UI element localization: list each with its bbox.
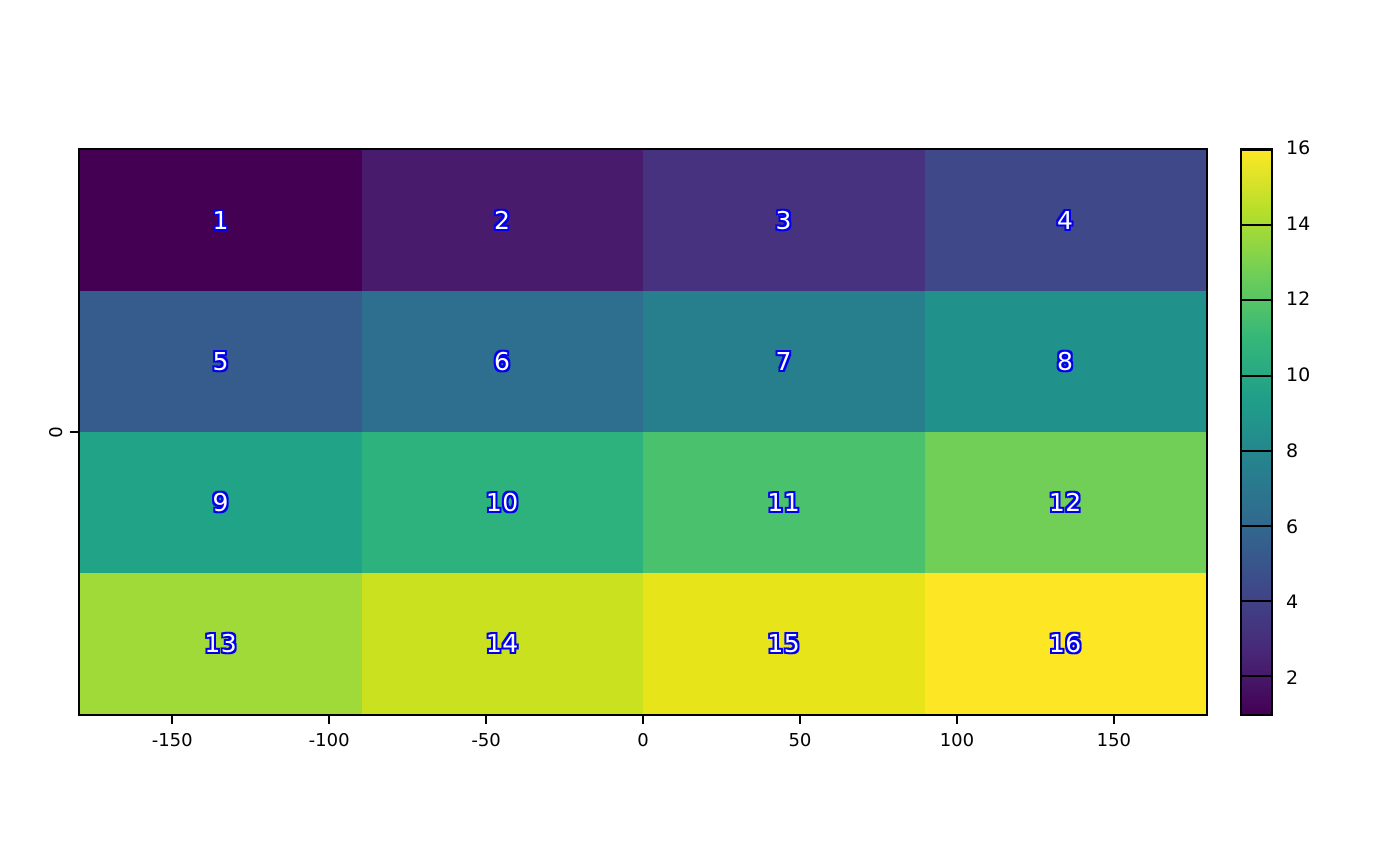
colorbar-tick-line [1242, 149, 1271, 151]
y-tick-mark [70, 431, 78, 433]
heatmap-cell: 2 [361, 150, 643, 291]
heatmap-cell: 5 [80, 291, 362, 432]
heatmap-cell: 10 [361, 432, 643, 573]
heatmap-cell: 6 [361, 291, 643, 432]
heatmap-cell: 9 [80, 432, 362, 573]
cell-value-label: 2 [494, 206, 511, 235]
heatmap-cells: 1 2 3 4 5 6 7 8 9 10 11 12 13 14 15 16 [80, 150, 1206, 714]
heatmap-cell: 12 [924, 432, 1206, 573]
x-tick-mark [171, 716, 174, 724]
cell-value-label: 5 [212, 347, 229, 376]
x-tick-mark [642, 716, 644, 724]
cell-value-label: 15 [767, 629, 801, 658]
cell-value-label: 14 [485, 629, 519, 658]
cell-value-label: 4 [1057, 206, 1074, 235]
heatmap-cell: 7 [643, 291, 925, 432]
cell-value-label: 11 [767, 488, 801, 517]
heatmap-plot: 1 2 3 4 5 6 7 8 9 10 11 12 13 14 15 16 [78, 148, 1208, 716]
cell-value-label: 16 [1048, 629, 1082, 658]
cell-value-label: 9 [212, 488, 229, 517]
colorbar-tick-line [1242, 675, 1271, 678]
x-tick-mark [485, 716, 488, 724]
cell-value-label: 10 [485, 488, 519, 517]
heatmap-cell: 16 [924, 573, 1206, 714]
x-tick-mark [1112, 716, 1115, 724]
cell-value-label: 1 [212, 206, 229, 235]
colorbar-tick-line [1242, 224, 1271, 227]
cell-value-label: 3 [775, 206, 792, 235]
colorbar-tick-line [1242, 600, 1271, 603]
x-tick-label: 50 [788, 730, 812, 751]
x-tick-label: 100 [939, 730, 975, 751]
heatmap-cell: 4 [924, 150, 1206, 291]
y-tick-label: 0 [45, 426, 67, 438]
heatmap-cell: 3 [643, 150, 925, 291]
colorbar-tick-line [1242, 374, 1271, 377]
colorbar-gradient [1242, 149, 1271, 714]
x-tick-mark [328, 716, 331, 724]
x-tick-label: -50 [471, 730, 501, 751]
cell-value-label: 8 [1057, 347, 1074, 376]
heatmap-cell: 14 [361, 573, 643, 714]
heatmap-cell: 1 [80, 150, 362, 291]
x-tick-mark [798, 716, 801, 724]
heatmap-cell: 11 [643, 432, 925, 573]
colorbar-tick-line [1242, 299, 1271, 302]
x-tick-label: -100 [308, 730, 350, 751]
colorbar [1240, 148, 1273, 716]
x-tick-label: 0 [637, 730, 649, 751]
colorbar-tick-line [1242, 525, 1271, 527]
heatmap-cell: 8 [924, 291, 1206, 432]
colorbar-tick-line [1242, 449, 1271, 452]
heatmap-cell: 13 [80, 573, 362, 714]
x-tick-mark [955, 716, 958, 724]
cell-value-label: 7 [775, 347, 792, 376]
cell-value-label: 6 [494, 347, 511, 376]
x-tick-label: -150 [151, 730, 193, 751]
x-tick-label: 150 [1096, 730, 1132, 751]
cell-value-label: 13 [204, 629, 238, 658]
cell-value-label: 12 [1048, 488, 1082, 517]
heatmap-cell: 15 [643, 573, 925, 714]
